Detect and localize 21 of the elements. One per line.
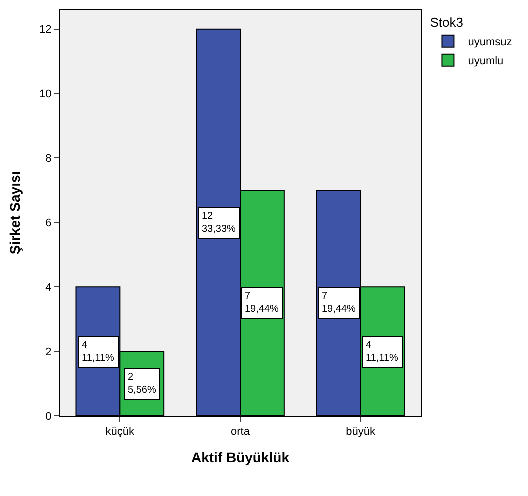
legend-title: Stok3 — [430, 14, 464, 30]
x-axis-title: Aktif Büyüklük — [191, 450, 290, 466]
y-tick-label: 4 — [46, 282, 52, 294]
legend-label: uyumsuz — [468, 36, 512, 49]
data-label: 7 19,44% — [245, 291, 280, 315]
x-tick-label: büyük — [346, 426, 376, 438]
y-tick-label: 6 — [46, 218, 52, 230]
y-tick-label: 12 — [40, 24, 52, 36]
legend-label: uyumlu — [468, 56, 504, 68]
y-tick-label: 8 — [46, 153, 52, 166]
data-label: 4 11,11% — [366, 340, 399, 364]
y-axis-title: Şirket Sayısı — [7, 171, 24, 255]
data-label: 12 33,33% — [202, 211, 236, 235]
data-label: 7 19,44% — [322, 291, 356, 315]
x-tick-label: küçük — [106, 426, 136, 438]
x-tick-label: orta — [231, 426, 251, 438]
data-label: 4 11,11% — [82, 340, 115, 364]
y-tick-label: 2 — [46, 346, 52, 358]
y-tick-label: 0 — [46, 410, 52, 423]
data-label: 2 5,56% — [128, 372, 156, 396]
y-tick-label: 10 — [40, 88, 52, 101]
